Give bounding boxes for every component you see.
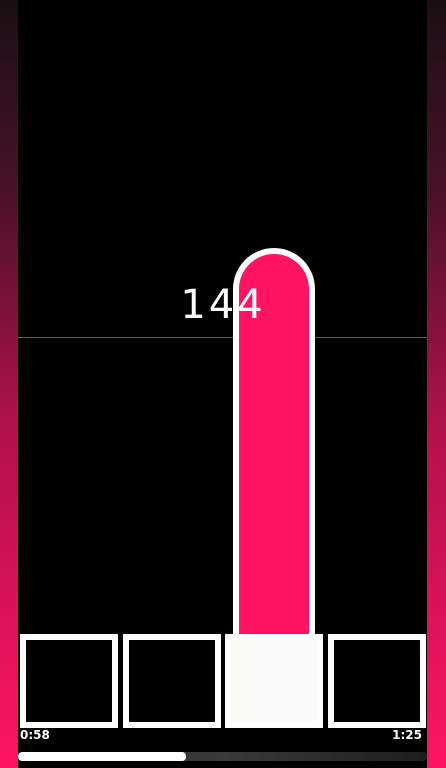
combo-counter: 144 <box>180 282 266 328</box>
elapsed-time: 0:58 <box>20 728 50 742</box>
song-progress-fill <box>18 752 186 761</box>
song-progress-bar[interactable] <box>18 752 427 761</box>
total-time: 1:25 <box>392 728 422 742</box>
lane-key-2[interactable] <box>123 634 221 728</box>
lane-key-4[interactable] <box>328 634 426 728</box>
right-edge-glow <box>427 0 446 768</box>
left-edge-glow <box>0 0 18 768</box>
lane-key-3[interactable] <box>225 634 323 728</box>
hold-note-lane-3 <box>233 248 315 648</box>
judgement-line <box>18 337 427 338</box>
lane-key-1[interactable] <box>20 634 118 728</box>
